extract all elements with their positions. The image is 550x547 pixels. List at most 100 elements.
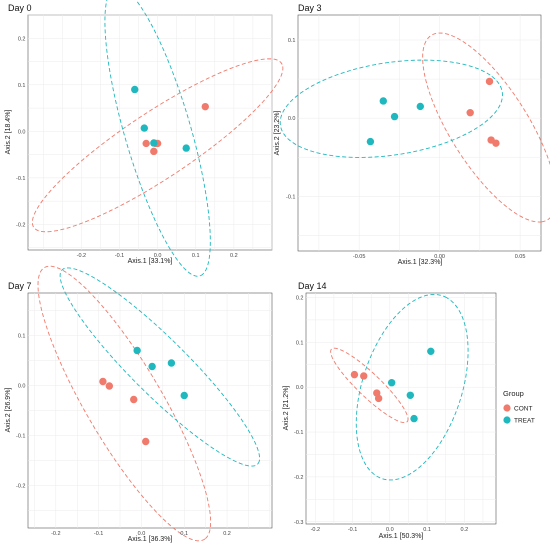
panel-day14: Day 14 -0.2 -0.1 0.0 0.1 0.2 -0.3 -0.2 -0.1 0.0 0… (283, 281, 497, 540)
ellipse-treat (59, 267, 261, 467)
x-tick-label: -0.2 (77, 253, 86, 259)
point-treat (427, 347, 435, 356)
panel-title: Day 7 (8, 281, 32, 291)
legend-label-treat: TREAT (514, 418, 535, 425)
y-tick-label: -0.1 (286, 194, 295, 200)
x-axis-label: Axis.1 [50.3%] (379, 533, 424, 540)
point-treat (182, 144, 190, 152)
point-treat (379, 97, 387, 105)
x-tick-label: 0.05 (515, 254, 526, 260)
confidence-ellipses (37, 265, 261, 542)
y-tick-label: 0.1 (288, 38, 296, 44)
legend-swatch-treat (503, 416, 511, 424)
plot-area (27, 14, 273, 251)
y-axis-label: Axis.2 [21.2%] (283, 386, 290, 431)
tick-labels: -0.05 0.00 0.05 -0.1 0.0 0.1 (286, 38, 525, 260)
y-tick-label: 0.0 (18, 384, 26, 390)
point-treat (167, 359, 176, 367)
point-cont (99, 377, 107, 386)
x-tick-label: -0.1 (348, 527, 357, 533)
gridlines (28, 293, 272, 528)
y-tick-label: -0.1 (294, 430, 303, 436)
y-tick-label: 0.1 (18, 334, 26, 340)
y-tick-label: 0.0 (18, 129, 26, 135)
y-tick-label: -0.2 (16, 222, 25, 228)
legend: Group CONT TREAT (503, 389, 535, 425)
point-cont (350, 370, 359, 379)
data-points (366, 77, 500, 147)
point-treat (406, 391, 415, 399)
y-tick-label: 0.1 (18, 83, 26, 89)
y-tick-label: 0.0 (288, 116, 296, 122)
x-tick-label: -0.1 (115, 253, 124, 259)
point-treat (150, 139, 158, 147)
point-cont (492, 139, 500, 147)
gridlines (28, 14, 273, 250)
y-axis-label: Axis.2 [23.2%] (274, 111, 281, 156)
y-tick-label: -0.1 (16, 176, 25, 182)
point-cont (150, 147, 158, 156)
x-tick-label: -0.1 (94, 531, 103, 537)
point-cont (130, 395, 138, 404)
x-tick-label: -0.05 (353, 254, 366, 260)
x-tick-label: 0.1 (180, 531, 188, 537)
x-tick-label: 0.2 (223, 531, 231, 537)
plot-area (297, 14, 542, 252)
point-treat (140, 124, 148, 132)
x-tick-label: 0.0 (138, 531, 146, 537)
point-cont (105, 382, 114, 390)
ellipse-treat (355, 293, 469, 481)
data-points (131, 85, 209, 156)
tick-labels: -0.2 -0.1 0.0 0.1 0.2 -0.2 -0.1 0.0 0.1 0.2 (16, 36, 238, 259)
y-tick-label: -0.3 (294, 520, 303, 526)
point-treat (410, 414, 418, 423)
x-axis-label: Axis.1 [33.1%] (128, 258, 173, 265)
x-tick-label: 0.0 (154, 253, 162, 259)
x-axis-label: Axis.1 [32.3%] (398, 259, 443, 266)
point-cont (485, 77, 494, 86)
x-tick-label: -0.2 (51, 531, 60, 537)
gridlines (298, 15, 541, 251)
legend-swatch-cont (503, 404, 511, 412)
x-tick-label: 0.2 (230, 253, 238, 259)
panel-day0: Day 0 -0.2 -0.1 0.0 0.1 0.2 -0.2 -0.1 0.0 0.1 0.2… (5, 0, 284, 277)
confidence-ellipses (330, 293, 469, 481)
point-cont (142, 437, 150, 446)
y-tick-label: -0.2 (16, 484, 25, 490)
y-tick-label: -0.2 (294, 475, 303, 481)
point-treat (390, 112, 399, 121)
ellipse-treat (104, 0, 211, 277)
confidence-ellipses (31, 0, 284, 277)
panel-title: Day 3 (298, 3, 322, 13)
x-tick-label: -0.2 (311, 527, 320, 533)
tick-labels: -0.2 -0.1 0.0 0.1 0.2 -0.3 -0.2 -0.1 0.0 0.1 0.2 (294, 295, 468, 533)
point-treat (131, 85, 139, 94)
ellipse-cont (37, 265, 212, 542)
ellipse-cont (31, 58, 284, 233)
point-cont (142, 139, 150, 148)
y-tick-label: -0.1 (16, 434, 25, 440)
point-cont (374, 394, 383, 403)
x-tick-label: 0.2 (461, 527, 469, 533)
point-treat (416, 102, 425, 111)
x-tick-label: 0.00 (434, 254, 445, 260)
point-treat (387, 379, 396, 387)
tick-labels: -0.2 -0.1 0.0 0.1 0.2 -0.2 -0.1 0.0 0.1 (16, 334, 231, 538)
point-cont (201, 102, 209, 111)
data-points (99, 346, 188, 446)
point-treat (366, 137, 375, 146)
y-tick-label: 0.2 (18, 36, 26, 42)
y-tick-label: 0.2 (296, 295, 304, 301)
x-tick-label: 0.1 (423, 527, 431, 533)
plot-area (305, 292, 497, 525)
point-cont (360, 372, 368, 380)
point-treat (148, 362, 156, 371)
y-tick-label: 0.1 (296, 340, 304, 346)
x-tick-label: 0.1 (192, 253, 200, 259)
y-axis-label: Axis.2 [18.4%] (5, 110, 12, 155)
point-cont (466, 108, 474, 117)
x-axis-label: Axis.1 [36.3%] (128, 536, 173, 543)
panel-day3: Day 3 -0.05 0.00 0.05 -0.1 0.0 0.1 Axis.1 [32… (274, 3, 550, 266)
data-points (350, 347, 435, 423)
